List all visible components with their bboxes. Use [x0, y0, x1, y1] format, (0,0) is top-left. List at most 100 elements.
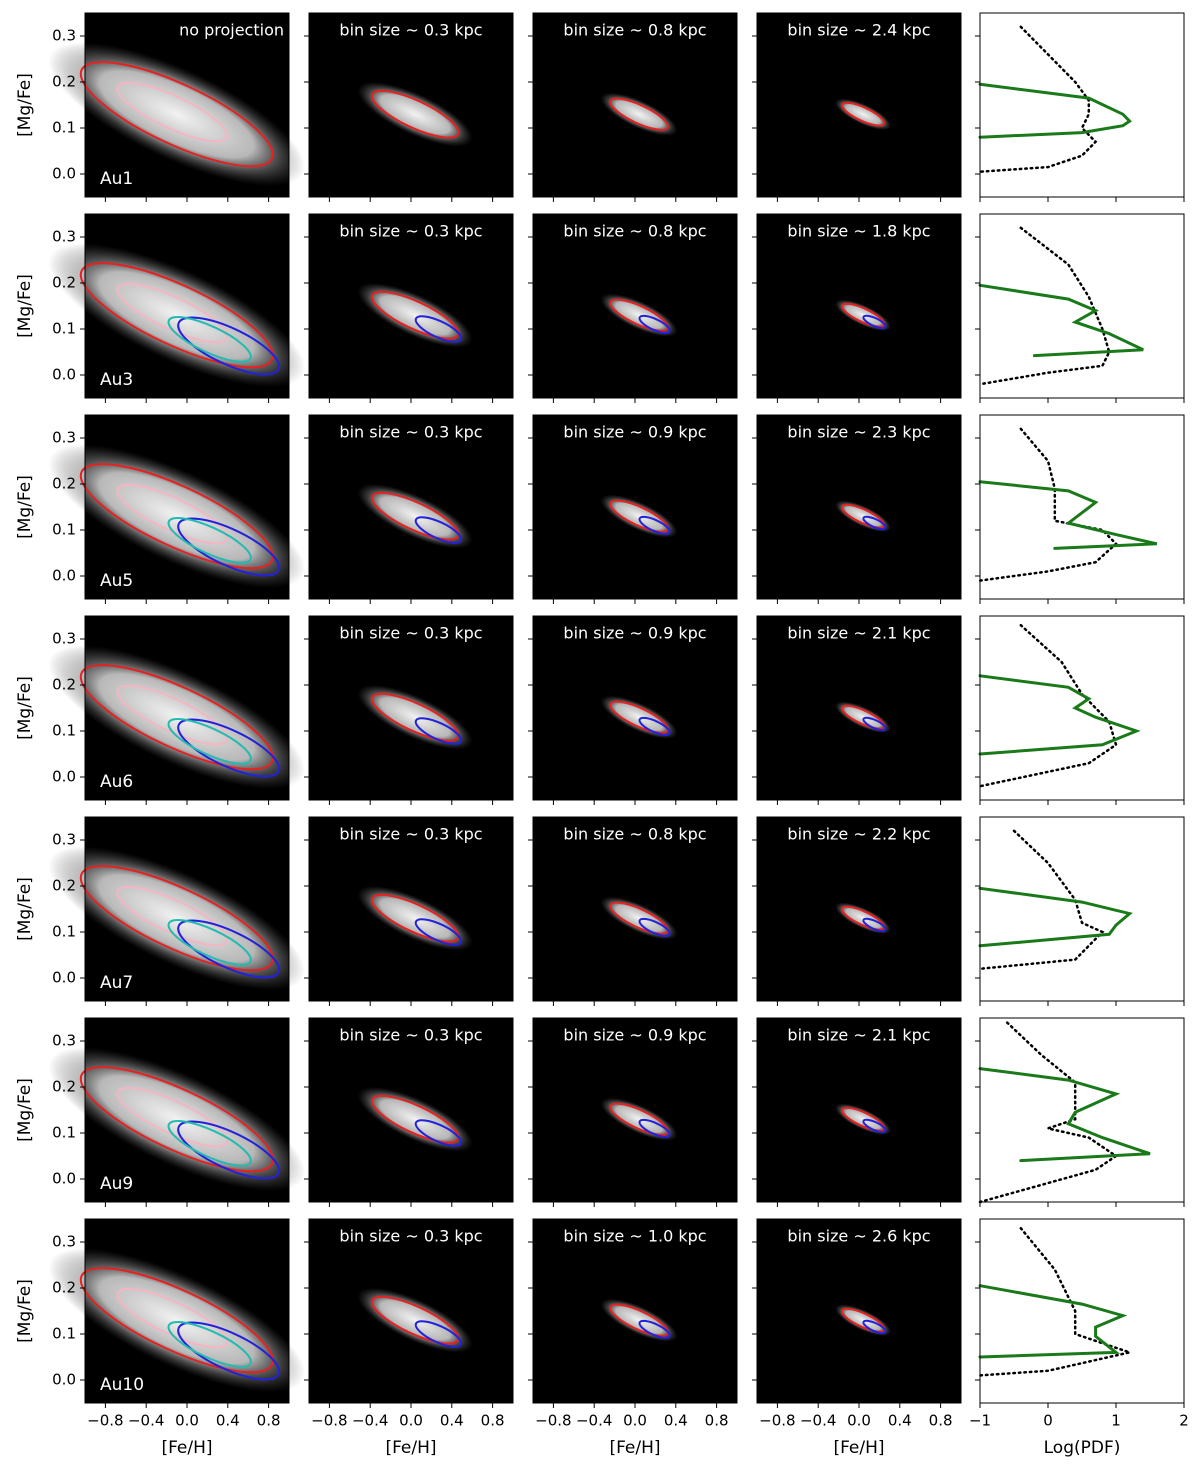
- contour-blue: [177, 1120, 281, 1180]
- row-label: Au1: [100, 169, 133, 189]
- y-tick-label: 0.0: [52, 165, 76, 183]
- density-map: [834, 299, 892, 332]
- density-map: [48, 42, 306, 187]
- panel-label: bin size ~ 2.2 kpc: [787, 825, 930, 844]
- contour-blue: [177, 919, 281, 979]
- x-tick-label: 0.0: [847, 1412, 871, 1430]
- panel-bg: [980, 1219, 1184, 1403]
- density: [600, 293, 678, 337]
- density: [357, 282, 473, 348]
- panel-label: bin size ~ 2.1 kpc: [787, 1026, 930, 1045]
- dotted-line: [978, 25, 1098, 173]
- y-tick-label: 0.0: [52, 768, 76, 786]
- x-tick-label: 0.8: [705, 1412, 729, 1430]
- density: [600, 1298, 678, 1342]
- y-axis-label: [Mg/Fe]: [15, 274, 35, 338]
- y-tick-label: 0.3: [52, 228, 76, 246]
- density: [834, 500, 892, 533]
- contour-outer: [79, 61, 274, 168]
- x-tick-label: 0.0: [399, 1412, 423, 1430]
- contour-cyan: [167, 918, 252, 966]
- row-label: Au6: [100, 772, 133, 792]
- density-map: [48, 1248, 306, 1393]
- y-tick-label: 0.1: [52, 521, 76, 539]
- density: [600, 494, 678, 538]
- density-map: [600, 1298, 678, 1342]
- panel-frame: [979, 414, 1185, 600]
- contour-inner: [116, 81, 229, 143]
- density: [357, 684, 473, 750]
- x-tick-label: −0.8: [759, 1412, 795, 1430]
- green-line: [978, 283, 1144, 358]
- panel-bg: [980, 13, 1184, 197]
- contour-blue: [414, 717, 463, 745]
- panel-label: bin size ~ 2.4 kpc: [787, 21, 930, 40]
- contour-outer: [609, 97, 669, 131]
- contour-inner: [116, 684, 229, 746]
- panel-frame: [979, 12, 1185, 198]
- density-map: [600, 695, 678, 739]
- contour-cyan: [167, 1119, 252, 1167]
- x-axis-label: [Fe/H]: [609, 1438, 660, 1458]
- green-line: [978, 886, 1133, 948]
- contour-blue: [414, 315, 463, 343]
- contour-inner: [116, 885, 229, 947]
- density: [48, 1047, 306, 1192]
- panel-label: bin size ~ 0.8 kpc: [563, 825, 706, 844]
- panel-label: bin size ~ 1.8 kpc: [787, 222, 930, 241]
- y-tick-label: 0.1: [52, 320, 76, 338]
- x-tick-label: 0.4: [888, 1412, 912, 1430]
- row-label: Au10: [100, 1375, 144, 1395]
- panel-label: no projection: [179, 21, 284, 40]
- panel-label: bin size ~ 0.9 kpc: [563, 624, 706, 643]
- y-tick-label: 0.2: [52, 475, 76, 493]
- x-tick-label: 0: [1043, 1412, 1053, 1430]
- contour-cyan: [167, 717, 252, 765]
- density-map: [834, 902, 892, 935]
- x-tick-label: −0.4: [352, 1412, 388, 1430]
- contour-blue: [638, 1319, 671, 1339]
- x-tick-label: −0.8: [87, 1412, 123, 1430]
- contour-blue: [862, 1118, 887, 1134]
- density-map: [834, 1103, 892, 1136]
- x-axis-label: [Fe/H]: [833, 1438, 884, 1458]
- panel-label: bin size ~ 2.3 kpc: [787, 423, 930, 442]
- density-map: [357, 684, 473, 750]
- contour-blue: [177, 718, 281, 778]
- green-line: [978, 1067, 1151, 1163]
- density: [600, 896, 678, 940]
- density-map: [357, 282, 473, 348]
- density: [357, 483, 473, 549]
- row-label: Au7: [100, 973, 133, 993]
- y-tick-label: 0.2: [52, 1279, 76, 1297]
- x-tick-label: 2: [1179, 1412, 1189, 1430]
- contour-outer: [370, 1094, 460, 1144]
- contour-outer: [370, 290, 460, 340]
- contour-outer: [370, 692, 460, 742]
- panel-label: bin size ~ 0.8 kpc: [563, 21, 706, 40]
- density: [48, 243, 306, 388]
- contour-blue: [414, 1320, 463, 1348]
- panel-label: bin size ~ 0.3 kpc: [339, 222, 482, 241]
- contour-blue: [638, 716, 671, 736]
- contour-outer: [79, 664, 274, 771]
- panel-label: bin size ~ 0.3 kpc: [339, 1227, 482, 1246]
- panel-label: bin size ~ 0.9 kpc: [563, 423, 706, 442]
- y-axis-label: [Mg/Fe]: [15, 676, 35, 740]
- contour-blue: [177, 1321, 281, 1381]
- contour-blue: [638, 1118, 671, 1138]
- contour-inner: [116, 282, 229, 344]
- contour-inner: [116, 483, 229, 545]
- contour-inner: [116, 1086, 229, 1148]
- contour-outer: [370, 89, 460, 139]
- contour-outer: [79, 1066, 274, 1173]
- density: [834, 701, 892, 734]
- y-tick-label: 0.3: [52, 27, 76, 45]
- y-tick-label: 0.0: [52, 1170, 76, 1188]
- x-tick-label: 0.4: [216, 1412, 240, 1430]
- x-tick-label: 0.8: [257, 1412, 281, 1430]
- y-tick-label: 0.2: [52, 1078, 76, 1096]
- density: [834, 98, 892, 131]
- x-tick-label: 1: [1111, 1412, 1121, 1430]
- density: [834, 1103, 892, 1136]
